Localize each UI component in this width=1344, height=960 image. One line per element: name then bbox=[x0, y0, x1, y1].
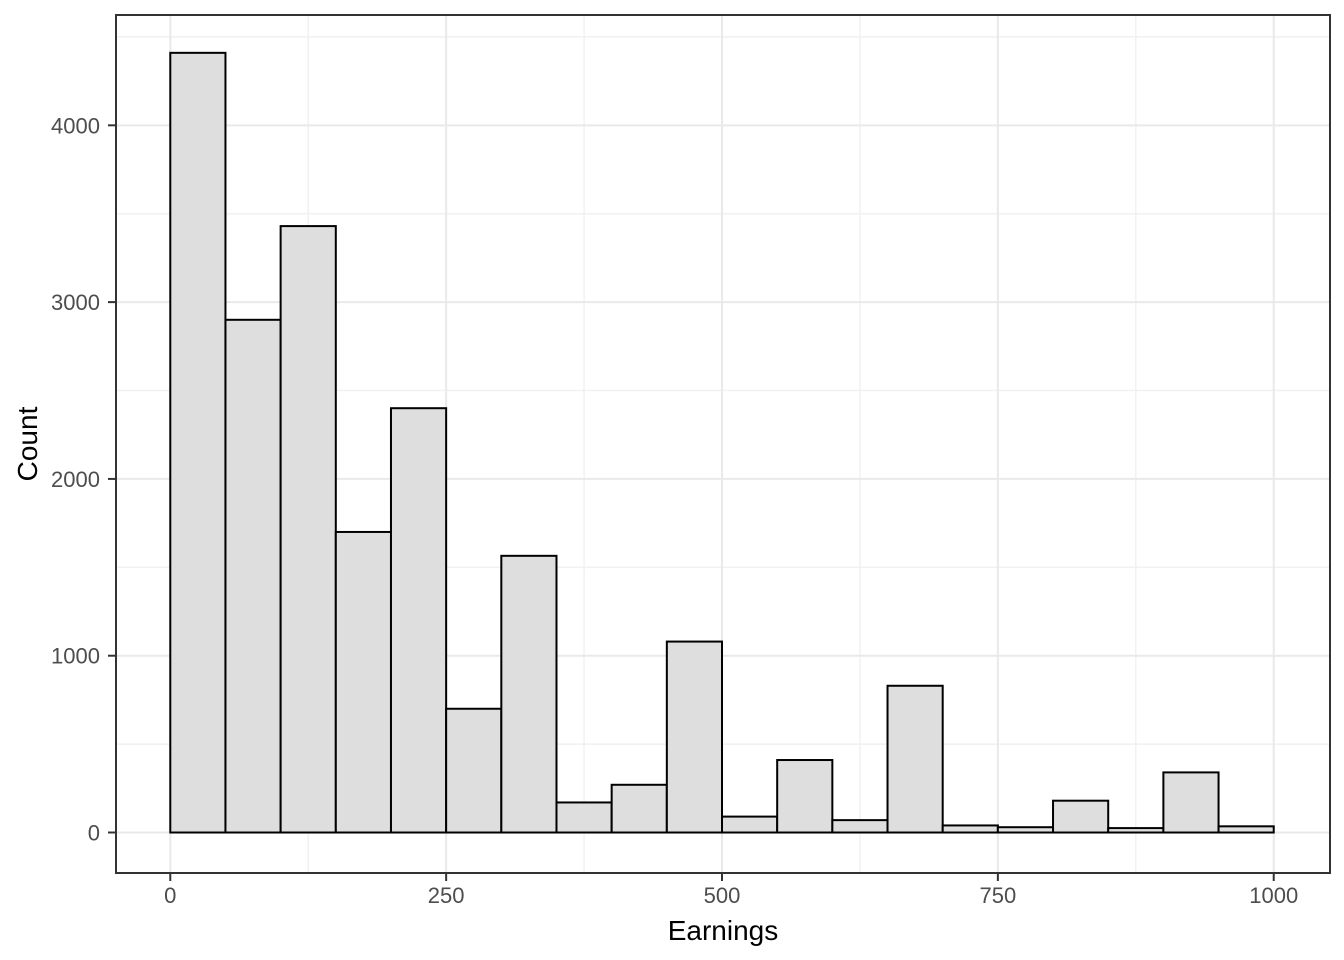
x-tick-label: 500 bbox=[704, 883, 741, 908]
histogram-bar bbox=[1162, 771, 1220, 834]
histogram-bar bbox=[886, 684, 944, 834]
histogram-bar bbox=[500, 554, 558, 834]
histogram-bar bbox=[445, 707, 503, 834]
y-axis-title: Count bbox=[12, 406, 43, 481]
y-tick-label: 0 bbox=[88, 821, 100, 846]
histogram-bar bbox=[996, 826, 1055, 834]
x-axis-tick-labels: 0 250 500 750 1000 bbox=[164, 883, 1298, 908]
histogram-bar bbox=[334, 530, 392, 834]
x-axis-title: Earnings bbox=[668, 915, 779, 946]
histogram-bar bbox=[224, 318, 282, 834]
histogram-bar bbox=[1052, 799, 1110, 834]
x-tick-label: 750 bbox=[980, 883, 1017, 908]
axis-ticks bbox=[108, 124, 1275, 881]
histogram-bar bbox=[776, 759, 834, 834]
histogram-bars bbox=[169, 51, 1275, 834]
x-tick-label: 1000 bbox=[1249, 883, 1298, 908]
x-tick-label: 0 bbox=[164, 883, 176, 908]
histogram-bar bbox=[610, 783, 668, 834]
histogram-bar bbox=[389, 407, 448, 834]
histogram-bar bbox=[555, 801, 613, 834]
y-tick-label: 1000 bbox=[51, 644, 100, 669]
y-tick-label: 2000 bbox=[51, 467, 100, 492]
histogram-bar bbox=[665, 640, 724, 834]
histogram-bar bbox=[169, 51, 227, 834]
histogram-bar bbox=[941, 824, 999, 834]
y-tick-label: 3000 bbox=[51, 290, 100, 315]
histogram-bar bbox=[279, 225, 337, 834]
y-tick-label: 4000 bbox=[51, 113, 100, 138]
y-axis-tick-labels: 0 1000 2000 3000 4000 bbox=[51, 113, 100, 845]
histogram-bar bbox=[1107, 827, 1165, 834]
x-tick-label: 250 bbox=[428, 883, 465, 908]
histogram-bar bbox=[1217, 825, 1275, 834]
histogram-bar bbox=[721, 815, 779, 834]
histogram-bar bbox=[831, 819, 889, 834]
